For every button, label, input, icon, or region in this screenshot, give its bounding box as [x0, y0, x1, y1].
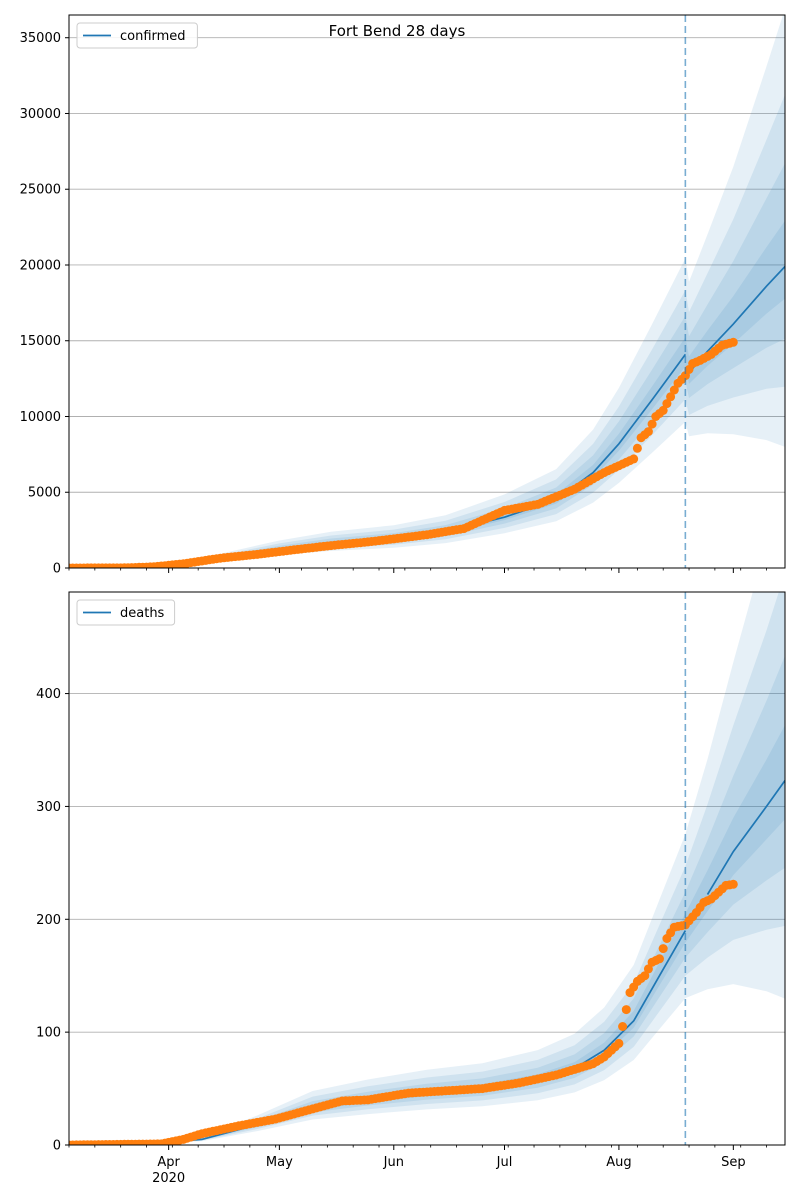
legend-label: deaths: [120, 606, 165, 621]
uncertainty-bands: [69, 15, 785, 568]
observed-point: [647, 419, 657, 429]
band-0: [69, 15, 785, 568]
observed-point: [643, 964, 653, 974]
y-tick-label: 100: [36, 1026, 61, 1041]
y-tick-label: 20000: [20, 258, 61, 273]
y-tick-label: 15000: [20, 334, 61, 349]
observed-point: [614, 1038, 624, 1048]
axes-frame: [68, 591, 786, 1146]
axes-frame: [68, 14, 786, 569]
observed-point: [643, 427, 653, 437]
observed-points: [69, 337, 738, 568]
observed-points: [69, 879, 738, 1145]
legend-box: [76, 599, 176, 626]
observed-point: [618, 1022, 628, 1031]
observed-point: [669, 385, 679, 395]
y-tick-label: 25000: [20, 183, 61, 198]
y-tick-label: 5000: [28, 486, 61, 501]
panel-confirmed: 0 5000 10000 15000 20000 25000 30000 35000 confi…: [20, 14, 786, 577]
legend: deaths: [76, 599, 176, 626]
observed-point: [640, 971, 650, 981]
legend-label: confirmed: [120, 29, 186, 44]
x-tick-label: Sep: [721, 1155, 746, 1170]
x-tick-label: May: [266, 1155, 293, 1170]
y-tick-label: 35000: [20, 31, 61, 46]
y-tick-label: 0: [53, 562, 61, 577]
legend-box: [76, 22, 198, 49]
observed-point: [621, 1005, 631, 1015]
y-tick-label: 300: [36, 800, 61, 815]
x-tick-label: Jul: [496, 1155, 513, 1170]
y-tick-label: 0: [53, 1139, 61, 1154]
observed-point: [662, 399, 672, 409]
legend: confirmed: [76, 22, 198, 49]
band-1: [69, 94, 785, 568]
model-line-1: [706, 780, 785, 895]
observed-point: [666, 392, 676, 402]
observed-point: [728, 879, 738, 889]
observed-point: [632, 443, 642, 453]
observed-point: [728, 337, 738, 347]
x-tick-label: Jun: [383, 1155, 404, 1170]
x-tick-label: Apr: [157, 1155, 180, 1170]
observed-point: [658, 944, 668, 954]
y-tick-label: 400: [36, 687, 61, 702]
band-0: [69, 592, 785, 1145]
observed-point: [655, 954, 664, 964]
x-tick-label: Aug: [606, 1155, 631, 1170]
observed-point: [658, 405, 668, 415]
uncertainty-bands: [69, 592, 785, 1145]
x-year-label: 2020: [152, 1171, 185, 1186]
chart-title: Fort Bend 28 days: [329, 22, 466, 40]
y-tick-label: 200: [36, 913, 61, 928]
observed-point: [629, 454, 639, 464]
y-tick-label: 30000: [20, 107, 61, 122]
y-tick-label: 10000: [20, 410, 61, 425]
